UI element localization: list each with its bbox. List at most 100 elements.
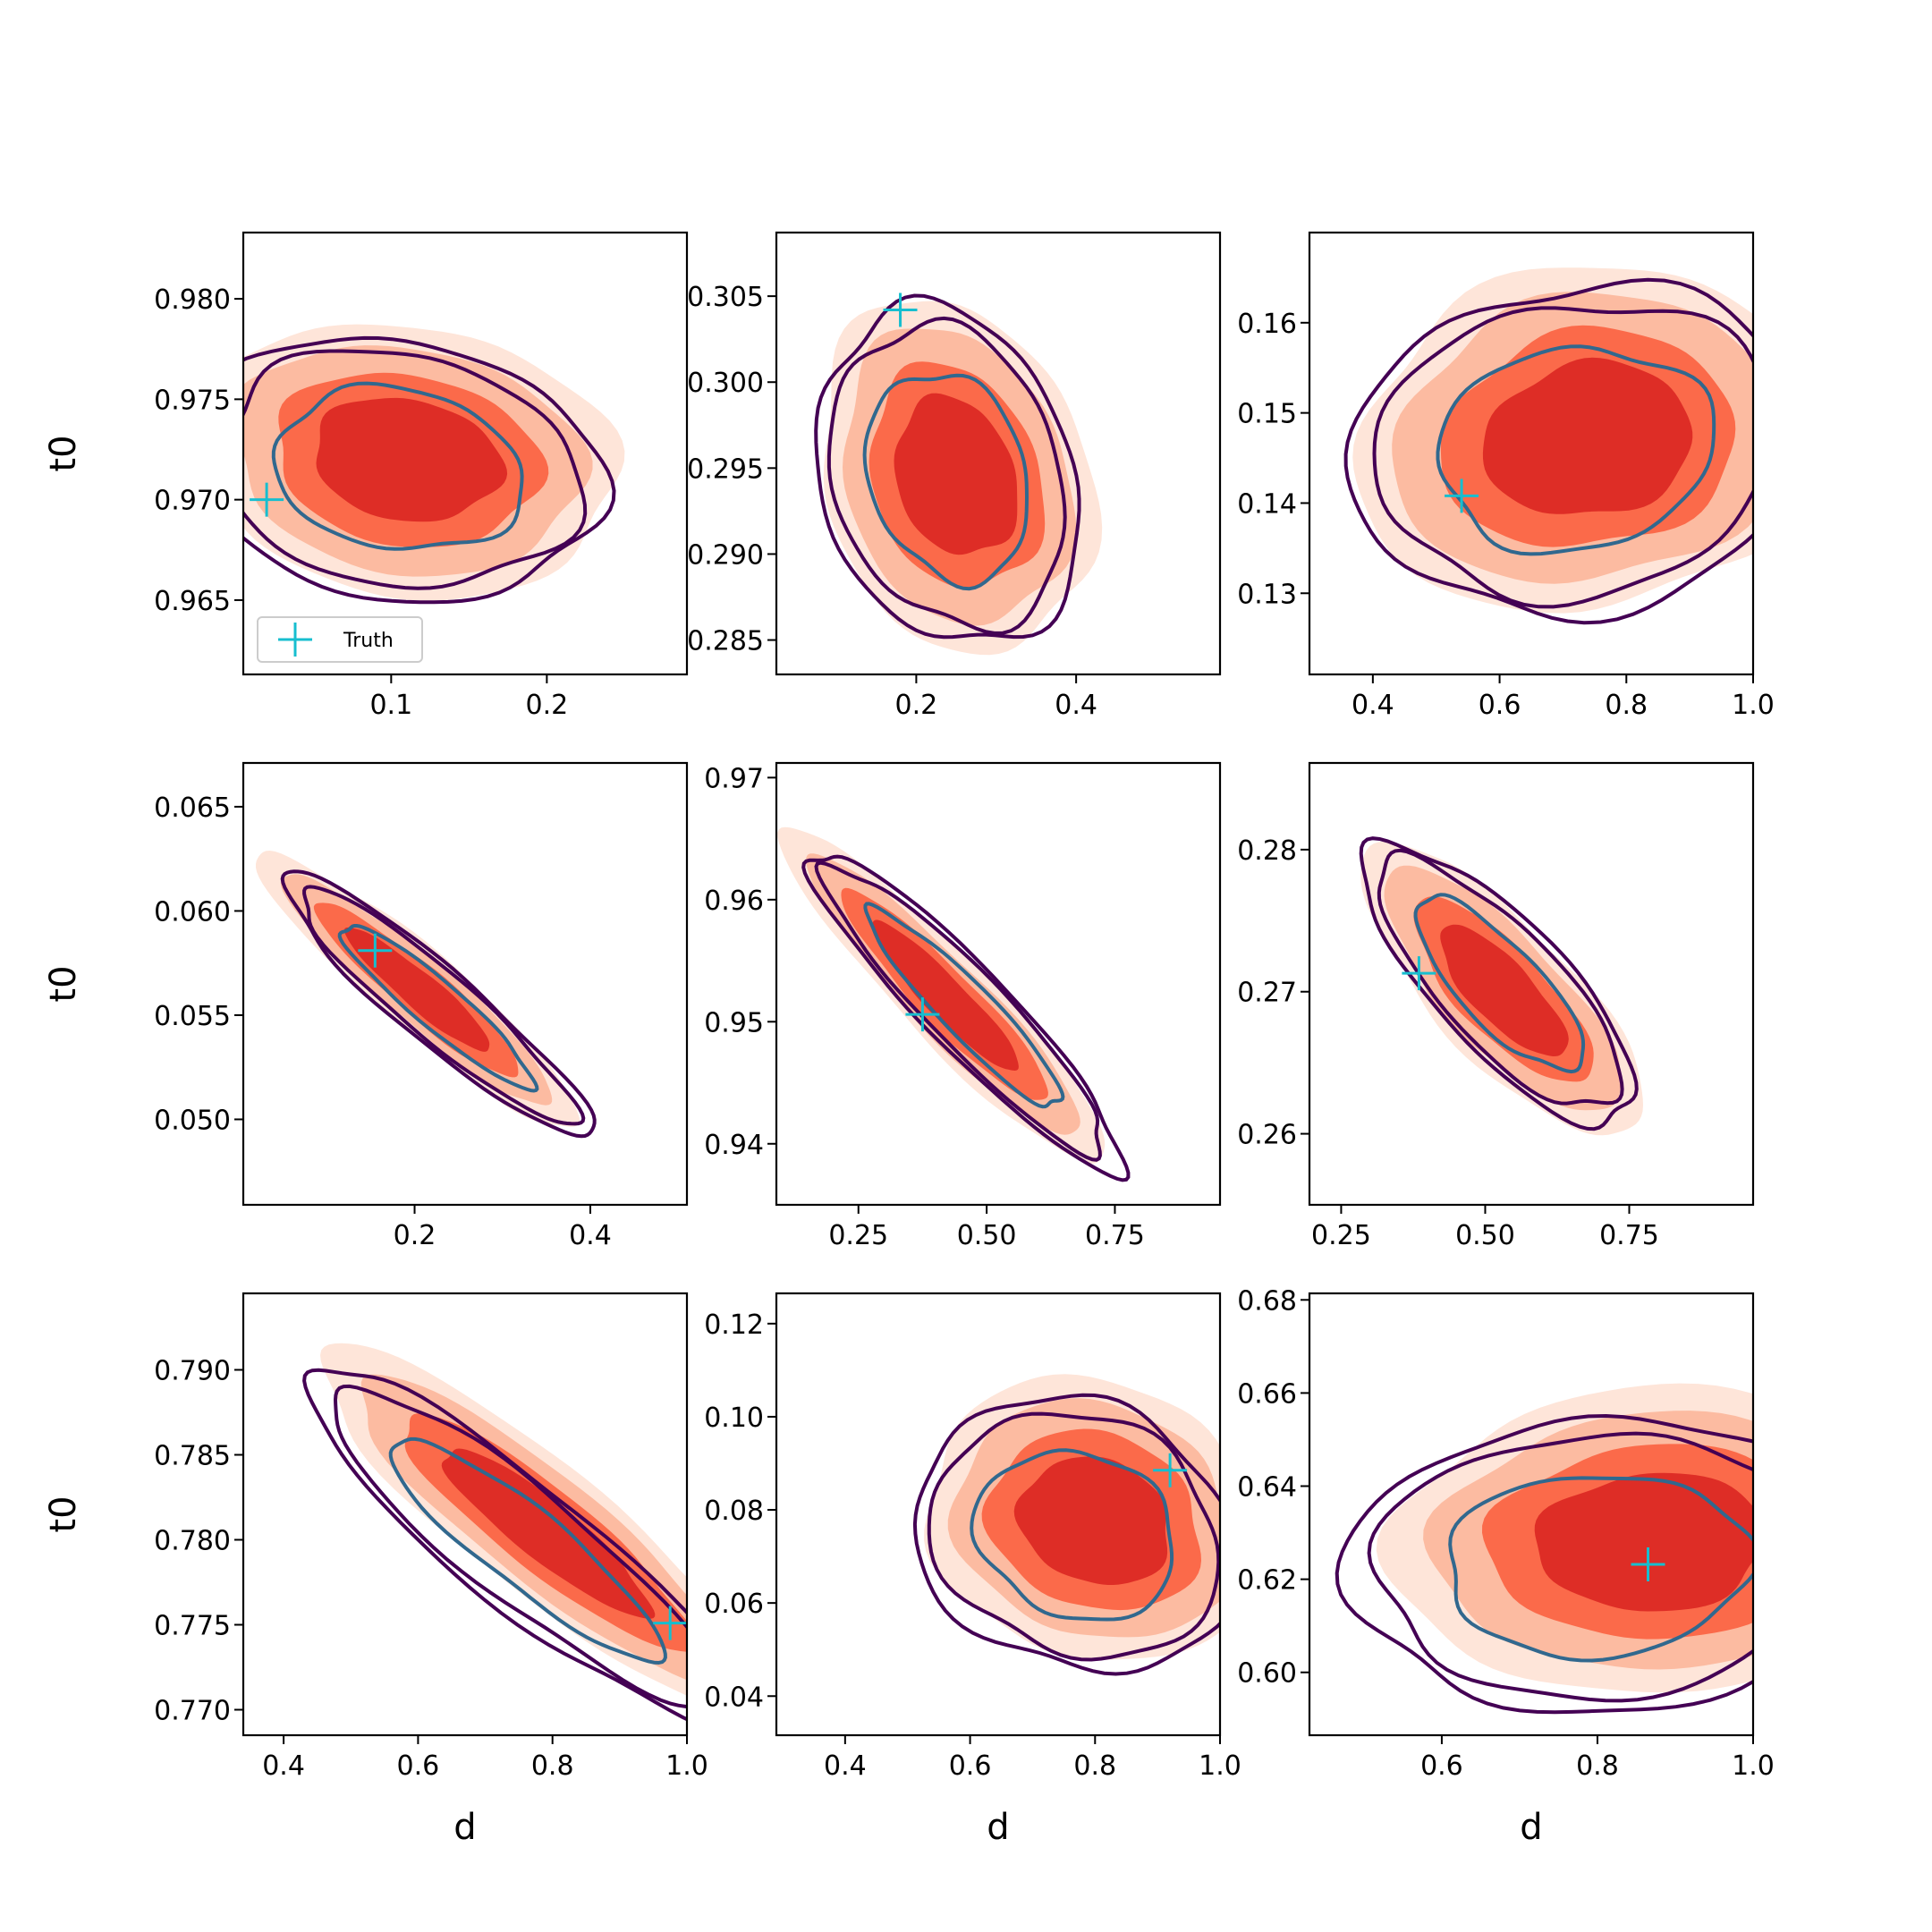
truth-marker [1153,1453,1188,1487]
panel-3: 0.4 0.6 0.8 1.0 0.13 0.14 0.15 0.16 [1237,231,1775,721]
y-tick-label: 0.055 [154,1001,231,1032]
x-tick-label: 0.8 [1576,1750,1619,1782]
panel-9: 0.6 0.8 1.0 0.60 0.62 0.64 0.66 0.68 d [1237,1285,1775,1848]
plot-area [1359,836,1643,1136]
contour-inner [388,1436,667,1665]
contour-outer [280,869,597,1139]
plot-area [777,826,1131,1182]
y-tick-label: 0.64 [1237,1472,1297,1504]
contour-middle [927,1411,1220,1662]
y-tick-label: 0.285 [687,626,764,657]
legend: Truth [257,616,423,663]
panel-7: 0.4 0.6 0.8 1.0 0.770 0.775 0.780 0.785 0.790 d t0 [43,1292,708,1848]
contour-outer [1335,1413,1753,1715]
y-tick-label: 0.62 [1237,1565,1297,1597]
x-tick-label: 0.4 [1352,690,1394,721]
axes-frame [1308,1292,1755,1737]
axes-frame [775,231,1222,676]
y-tick-label: 0.66 [1237,1378,1297,1410]
x-tick-label: 0.25 [1311,1220,1371,1251]
contour-middle [1372,306,1753,609]
contour-inner [970,1448,1174,1622]
panel-2: 0.2 0.4 0.285 0.290 0.295 0.300 0.305 [687,231,1222,721]
kde-fill-dark [871,919,1019,1071]
x-tick-label: 0.6 [397,1750,440,1782]
y-tick-label: 0.965 [154,586,231,617]
y-tick-label: 0.300 [687,368,764,399]
y-tick-label: 0.94 [704,1130,764,1161]
x-tick-label: 1.0 [665,1750,708,1782]
x-tick-label: 0.4 [262,1750,305,1782]
contour-middle [814,860,1102,1162]
y-tick-label: 0.13 [1237,579,1297,610]
x-tick-label: 0.2 [526,690,569,721]
x-tick-label: 0.8 [531,1750,574,1782]
y-tick-label: 0.15 [1237,399,1297,430]
axes-frame [1308,761,1755,1207]
contour-outer [302,1368,687,1722]
y-tick-label: 0.770 [154,1696,231,1727]
y-tick-label: 0.10 [704,1402,764,1434]
x-tick-label: 0.25 [828,1220,888,1251]
y-tick-label: 0.96 [704,886,764,917]
x-tick-label: 0.2 [895,690,938,721]
y-tick-label: 0.970 [154,486,231,517]
truth-marker [1631,1546,1665,1581]
y-axis-label: t0 [43,965,84,1002]
y-tick-label: 0.14 [1237,488,1297,520]
y-tick-label: 0.290 [687,539,764,571]
plot-area [243,324,625,605]
plot-area [1335,1383,1753,1715]
contour-inner [863,902,1065,1109]
contour-inner [1436,344,1716,556]
axes-frame [242,761,689,1207]
axes-frame [1308,231,1755,676]
y-tick-label: 0.790 [154,1356,231,1387]
x-tick-label: 0.6 [949,1750,992,1782]
x-tick-label: 0.4 [569,1220,612,1251]
x-tick-label: 0.75 [1085,1220,1145,1251]
plus-icon [278,623,312,657]
x-tick-label: 0.2 [394,1220,436,1251]
x-tick-label: 1.0 [1732,690,1775,721]
panel-5: 0.25 0.50 0.75 0.94 0.95 0.96 0.97 [704,761,1222,1251]
panel-4: 0.2 0.4 0.050 0.055 0.060 0.065 t0 [43,761,689,1251]
contour-middle [333,1384,687,1709]
contour-outer [814,293,1081,640]
contour-middle [302,885,586,1126]
y-tick-label: 0.775 [154,1611,231,1642]
kde-fill-dark [1534,1472,1753,1612]
plot-area [256,851,597,1139]
axes-frame [242,231,689,676]
y-tick-label: 0.08 [704,1496,764,1527]
y-tick-label: 0.065 [154,792,231,824]
y-tick-label: 0.06 [704,1589,764,1620]
truth-marker [1445,479,1479,513]
truth-marker [653,1606,688,1640]
contour-outer [912,1393,1220,1676]
kde-fill-dark [894,393,1018,555]
y-tick-label: 0.26 [1237,1120,1297,1151]
kde-fill-dark [1440,924,1569,1056]
y-tick-label: 0.28 [1237,835,1297,867]
contour-inner [1413,893,1586,1074]
y-tick-label: 0.12 [704,1309,764,1341]
contour-middle [1377,848,1624,1106]
y-axis-label: t0 [43,435,84,471]
contour-inner [1448,1476,1753,1663]
y-tick-label: 0.060 [154,896,231,928]
axes-frame [775,761,1222,1207]
truth-marker [1402,956,1436,991]
axes-frame [242,1292,689,1737]
x-tick-label: 0.6 [1420,1750,1463,1782]
truth-marker [905,997,940,1032]
kde-fill-dark [316,397,508,522]
x-axis-label: d [1520,1807,1542,1848]
x-tick-label: 0.75 [1599,1220,1659,1251]
plot-area [912,1374,1220,1676]
contour-middle [243,349,588,590]
y-tick-label: 0.785 [154,1441,231,1472]
x-axis-label: d [453,1807,476,1848]
contour-inner [862,373,1030,591]
y-tick-label: 0.95 [704,1007,764,1038]
